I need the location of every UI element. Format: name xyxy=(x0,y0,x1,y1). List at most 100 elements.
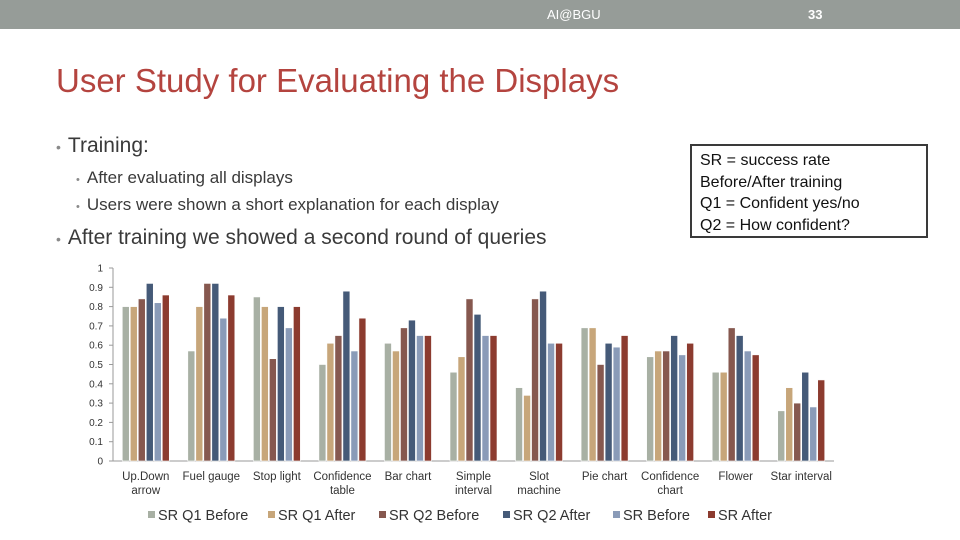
bar xyxy=(211,283,220,462)
bar xyxy=(408,319,416,462)
bullet-dot-icon: • xyxy=(76,174,80,186)
x-tick-label: Slot xyxy=(529,471,550,483)
bar xyxy=(219,317,228,462)
bar xyxy=(253,296,261,462)
bar xyxy=(424,335,432,462)
bar xyxy=(531,298,539,462)
bullet-text: Training: xyxy=(67,134,149,157)
bar xyxy=(203,283,212,462)
bar xyxy=(604,342,613,462)
y-tick-label: 0.1 xyxy=(89,437,103,448)
bar xyxy=(473,314,482,462)
legend-swatch xyxy=(268,511,275,518)
bar xyxy=(654,350,662,462)
slide-number: 33 xyxy=(808,7,823,22)
bar xyxy=(547,342,555,462)
sub-bullet-2: • Users were shown a short explanation fo… xyxy=(76,195,499,215)
bar xyxy=(392,350,400,462)
callout-line: Q1 = Confident yes/no xyxy=(700,195,860,212)
bar xyxy=(277,306,285,462)
legend-swatch xyxy=(379,511,386,518)
x-tick-label: Up.Down xyxy=(122,471,169,483)
legend-callout-box: SR = success rate Before/After training … xyxy=(690,144,928,238)
bar xyxy=(735,335,744,462)
bar xyxy=(384,342,392,462)
bar xyxy=(555,342,563,462)
y-tick-label: 0.4 xyxy=(89,379,103,390)
bar xyxy=(489,335,498,462)
bar xyxy=(358,317,367,462)
y-tick-label: 0.8 xyxy=(89,302,103,313)
bar xyxy=(817,379,826,462)
bar xyxy=(809,406,818,462)
bar xyxy=(137,298,146,462)
legend-label: SR Before xyxy=(623,508,690,524)
bar xyxy=(523,395,531,462)
bar xyxy=(350,350,359,462)
bar xyxy=(719,371,728,462)
x-tick-label: Confidence xyxy=(641,471,699,483)
bar xyxy=(751,354,760,462)
y-tick-label: 0 xyxy=(97,457,103,468)
bar xyxy=(129,306,138,462)
x-tick-label: Simple xyxy=(456,471,491,483)
y-tick-label: 0.5 xyxy=(89,360,103,371)
bar xyxy=(269,358,277,462)
bar xyxy=(801,371,810,462)
x-tick-label: chart xyxy=(657,485,683,497)
x-tick-label: machine xyxy=(517,485,560,497)
bar xyxy=(334,335,343,462)
bar xyxy=(727,327,736,462)
header-bar: AI@BGU 33 xyxy=(0,0,960,29)
bar xyxy=(678,354,686,462)
bar xyxy=(153,302,162,462)
bar xyxy=(465,298,474,462)
bar xyxy=(515,387,523,462)
x-tick-label: Confidence xyxy=(313,471,371,483)
y-tick-label: 0.6 xyxy=(89,341,103,352)
legend-label: SR Q1 Before xyxy=(158,508,248,524)
y-tick-label: 1 xyxy=(97,264,103,275)
bullet-training: • Training: xyxy=(56,134,149,158)
bar xyxy=(416,335,424,462)
bar xyxy=(793,402,802,462)
y-tick-label: 0.2 xyxy=(89,418,103,429)
bullet-text: After evaluating all displays xyxy=(86,168,293,187)
bar xyxy=(686,342,694,462)
bar xyxy=(481,335,490,462)
bar xyxy=(612,346,621,462)
bar xyxy=(620,335,629,462)
header-text: AI@BGU xyxy=(547,7,601,22)
y-tick-label: 0.7 xyxy=(89,321,103,332)
callout-line: SR = success rate xyxy=(700,152,831,169)
bar xyxy=(145,283,154,462)
bar xyxy=(293,306,301,462)
bar xyxy=(580,327,589,462)
bullet-text: Users were shown a short explanation for… xyxy=(86,195,499,214)
legend-swatch xyxy=(613,511,620,518)
bar xyxy=(121,306,130,462)
bullet-dot-icon: • xyxy=(56,231,61,247)
bar xyxy=(318,364,327,462)
bullet-after-training: • After training we showed a second round… xyxy=(56,226,547,250)
bar xyxy=(195,306,204,462)
bar xyxy=(785,387,794,462)
x-tick-label: Star interval xyxy=(771,471,832,483)
bar xyxy=(326,342,335,462)
legend-label: SR Q1 After xyxy=(278,508,356,524)
bullet-dot-icon: • xyxy=(56,139,61,155)
y-tick-label: 0.9 xyxy=(89,283,103,294)
bar xyxy=(342,290,351,462)
bar xyxy=(187,350,196,462)
bar xyxy=(670,335,678,462)
bar xyxy=(662,350,670,462)
slide-title: User Study for Evaluating the Displays xyxy=(56,62,620,99)
legend-swatch xyxy=(148,511,155,518)
callout-line: Before/After training xyxy=(700,173,843,191)
callout-line: Q2 = How confident? xyxy=(700,216,850,234)
bar xyxy=(449,371,458,462)
bar xyxy=(285,327,293,462)
x-tick-label: Flower xyxy=(718,471,753,483)
legend-swatch xyxy=(708,511,715,518)
sub-bullet-1: • After evaluating all displays xyxy=(76,168,293,188)
